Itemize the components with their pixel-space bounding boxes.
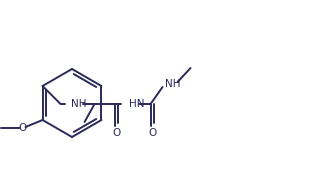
Text: O: O — [148, 128, 156, 138]
Text: HN: HN — [129, 99, 144, 109]
Text: NH: NH — [164, 79, 180, 89]
Text: O: O — [19, 123, 27, 133]
Text: O: O — [112, 128, 120, 138]
Text: NH: NH — [70, 99, 86, 109]
